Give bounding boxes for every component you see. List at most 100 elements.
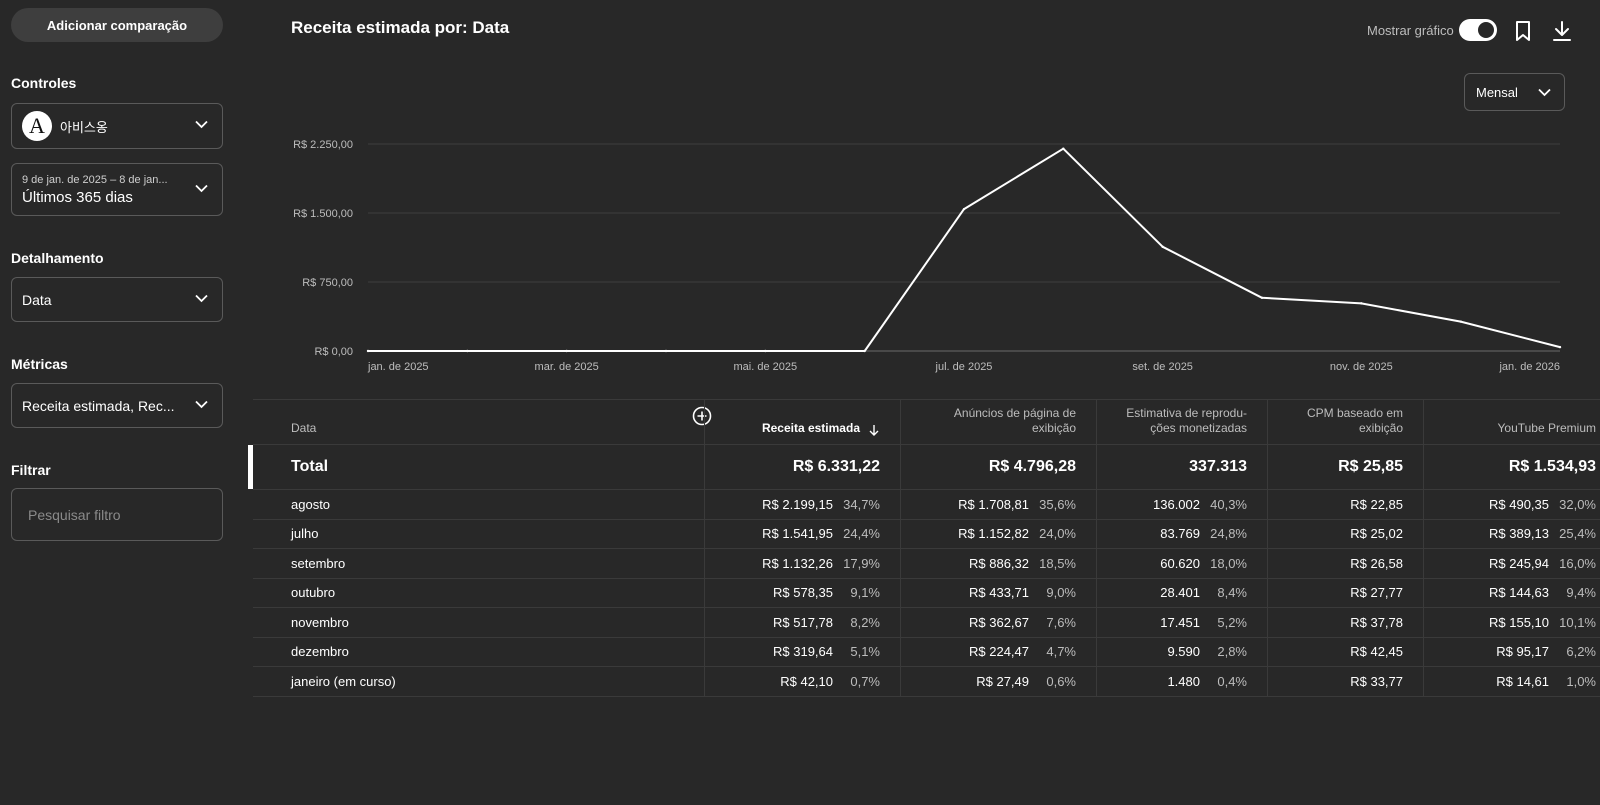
- data-point: [1360, 302, 1363, 305]
- row-cpm: R$ 25,02: [1267, 519, 1423, 548]
- row-ads-pct: 7,6%: [1046, 614, 1076, 630]
- data-point: [863, 349, 866, 353]
- header-premium[interactable]: YouTube Premium: [1423, 400, 1600, 444]
- y-tick-label: R$ 1.500,00: [293, 208, 353, 220]
- row-premium-pct: 16,0%: [1559, 555, 1596, 571]
- row-date: novembro: [291, 614, 349, 630]
- row-plays-value: 9.590: [1167, 644, 1200, 660]
- bookmark-icon[interactable]: [1511, 19, 1535, 43]
- row-ads-pct: 9,0%: [1046, 585, 1076, 601]
- row-cpm: R$ 33,77: [1267, 667, 1423, 696]
- row-ads-value: R$ 433,71: [969, 585, 1029, 601]
- table-row[interactable]: julho R$ 1.541,95 24,4% R$ 1.152,82 24,0% 83.…: [253, 519, 1600, 549]
- table-row[interactable]: janeiro (em curso) R$ 42,10 0,7% R$ 27,49 0,…: [253, 667, 1600, 697]
- add-comparison-button[interactable]: Adicionar comparação: [11, 8, 223, 42]
- metrics-title: Métricas: [11, 356, 68, 372]
- row-plays: 136.002 40,3%: [1096, 490, 1267, 519]
- row-revenue-value: R$ 42,10: [780, 673, 833, 689]
- date-range-select[interactable]: 9 de jan. de 2025 – 8 de jan... Últimos …: [11, 163, 223, 216]
- row-plays-pct: 0,4%: [1217, 673, 1247, 689]
- row-ads-pct: 24,0%: [1039, 526, 1076, 542]
- table-row[interactable]: novembro R$ 517,78 8,2% R$ 362,67 7,6% 17.451…: [253, 608, 1600, 638]
- x-tick-label: mai. de 2025: [734, 361, 798, 373]
- row-revenue-value: R$ 1.132,26: [762, 555, 833, 571]
- row-ads: R$ 886,32 18,5%: [900, 549, 1096, 578]
- filter-search-input[interactable]: [11, 488, 223, 541]
- row-premium-value: R$ 144,63: [1489, 585, 1549, 601]
- header-monetized-playbacks[interactable]: Estimativa de reprodu-ções monetizadas: [1096, 400, 1267, 444]
- header-watch-page-ads-label: Anúncios de página de exibição: [953, 406, 1076, 435]
- row-revenue: R$ 517,78 8,2%: [704, 608, 900, 637]
- header-revenue-label: Receita estimada: [761, 421, 860, 435]
- header-cpm-label: CPM baseado em exibição: [1306, 406, 1403, 435]
- row-ads-value: R$ 1.152,82: [958, 526, 1029, 542]
- channel-avatar: A: [22, 111, 52, 141]
- header-cpm[interactable]: CPM baseado em exibição: [1267, 400, 1423, 444]
- data-point: [1161, 245, 1164, 249]
- period-select[interactable]: Mensal: [1464, 73, 1565, 111]
- y-tick-label: R$ 2.250,00: [293, 139, 353, 151]
- breakdown-select[interactable]: Data: [11, 277, 223, 322]
- sidebar: Adicionar comparação Controles A 아비스옹 9 …: [0, 0, 240, 805]
- header-revenue[interactable]: Receita estimada: [704, 400, 900, 444]
- row-revenue: R$ 1.132,26 17,9%: [704, 549, 900, 578]
- chevron-down-icon: [195, 400, 208, 408]
- row-premium: R$ 389,13 25,4%: [1423, 519, 1600, 548]
- channel-select[interactable]: A 아비스옹: [11, 103, 223, 149]
- row-plays-pct: 24,8%: [1210, 526, 1247, 542]
- metrics-select[interactable]: Receita estimada, Rec...: [11, 383, 223, 428]
- y-tick-label: R$ 0,00: [314, 346, 353, 358]
- row-plays: 9.590 2,8%: [1096, 637, 1267, 666]
- table-row[interactable]: setembro R$ 1.132,26 17,9% R$ 886,32 18,5% 60…: [253, 549, 1600, 579]
- total-indicator: [248, 445, 253, 489]
- row-premium-value: R$ 14,61: [1496, 673, 1549, 689]
- header-date[interactable]: Data: [253, 400, 704, 444]
- row-date: outubro: [291, 585, 336, 601]
- revenue-table: Data Receita estimada Anúncios de página…: [248, 399, 1600, 697]
- data-point: [962, 207, 966, 211]
- row-premium: R$ 490,35 32,0%: [1423, 490, 1600, 519]
- row-revenue: R$ 1.541,95 24,4%: [704, 519, 900, 548]
- arrow-down-icon: [869, 425, 879, 436]
- row-premium: R$ 245,94 16,0%: [1423, 549, 1600, 578]
- row-cpm: R$ 26,58: [1267, 549, 1423, 578]
- toggle-knob: [1478, 22, 1494, 38]
- row-ads: R$ 27,49 0,6%: [900, 667, 1096, 696]
- row-cpm: R$ 42,45: [1267, 637, 1423, 666]
- header-date-label: Data: [291, 421, 317, 435]
- table-row[interactable]: outubro R$ 578,35 9,1% R$ 433,71 9,0% 28.401 8…: [253, 578, 1600, 608]
- row-premium-value: R$ 155,10: [1489, 614, 1549, 630]
- row-revenue: R$ 42,10 0,7%: [704, 667, 900, 696]
- row-date: setembro: [291, 555, 346, 571]
- show-chart-toggle[interactable]: [1459, 19, 1497, 41]
- download-icon[interactable]: [1550, 19, 1574, 43]
- row-plays: 28.401 8,4%: [1096, 578, 1267, 607]
- row-revenue-value: R$ 319,64: [773, 644, 833, 660]
- row-plays-value: 60.620: [1160, 555, 1200, 571]
- row-plays-pct: 2,8%: [1217, 644, 1247, 660]
- header-watch-page-ads[interactable]: Anúncios de página de exibição: [900, 400, 1096, 444]
- row-plays-pct: 5,2%: [1217, 614, 1247, 630]
- row-ads-pct: 18,5%: [1039, 555, 1076, 571]
- breakdown-title: Detalhamento: [11, 250, 104, 266]
- row-ads: R$ 362,67 7,6%: [900, 608, 1096, 637]
- x-tick-label: nov. de 2025: [1330, 361, 1393, 373]
- table-row[interactable]: agosto R$ 2.199,15 34,7% R$ 1.708,81 35,6% 13…: [253, 490, 1600, 520]
- row-revenue: R$ 2.199,15 34,7%: [704, 490, 900, 519]
- add-circle-icon[interactable]: [692, 406, 712, 426]
- period-value: Mensal: [1476, 84, 1518, 100]
- data-point: [664, 349, 668, 353]
- x-tick-label: jan. de 2025: [367, 361, 429, 373]
- row-ads-pct: 0,6%: [1046, 673, 1076, 689]
- data-point: [764, 349, 767, 353]
- table-row[interactable]: dezembro R$ 319,64 5,1% R$ 224,47 4,7% 9.590 2…: [253, 637, 1600, 667]
- row-premium: R$ 144,63 9,4%: [1423, 578, 1600, 607]
- row-date: janeiro (em curso): [291, 673, 396, 689]
- x-tick-label: jul. de 2025: [935, 361, 993, 373]
- row-revenue-value: R$ 1.541,95: [762, 526, 833, 542]
- row-plays-value: 17.451: [1160, 614, 1200, 630]
- data-point: [1459, 320, 1462, 323]
- row-premium-value: R$ 95,17: [1496, 644, 1549, 660]
- row-premium-pct: 1,0%: [1566, 673, 1596, 689]
- y-tick-label: R$ 750,00: [302, 277, 353, 289]
